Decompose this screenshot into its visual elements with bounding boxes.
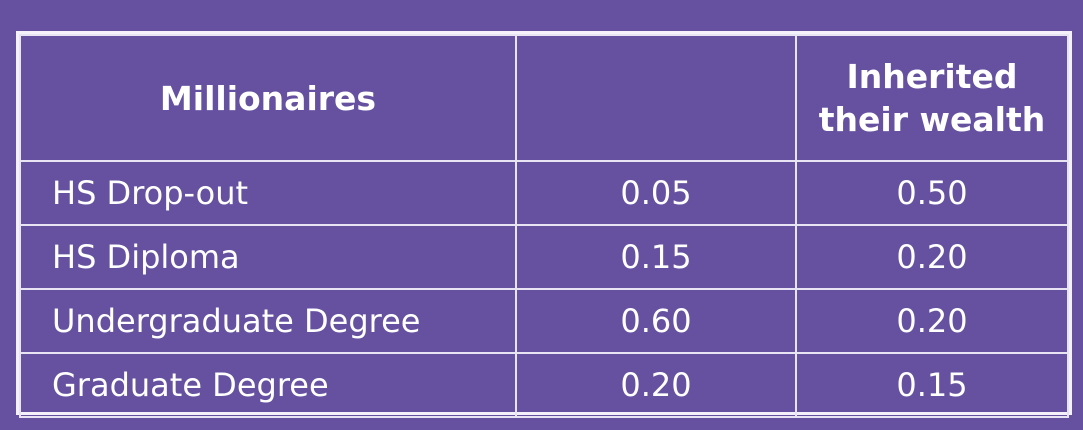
row-label: Undergraduate Degree <box>19 288 517 354</box>
table-row: Undergraduate Degree 0.60 0.20 <box>19 288 1069 354</box>
row-label: Graduate Degree <box>19 352 517 418</box>
table-row: Graduate Degree 0.20 0.15 <box>19 352 1069 418</box>
row-label: HS Drop-out <box>19 160 517 226</box>
row-label: HS Diploma <box>19 224 517 290</box>
row-value-inherited: 0.50 <box>795 160 1069 226</box>
row-value-inherited: 0.15 <box>795 352 1069 418</box>
header-inherited-line-1: Inherited <box>846 57 1018 96</box>
table-row: HS Drop-out 0.05 0.50 <box>19 160 1069 226</box>
row-value-millionaires: 0.20 <box>515 352 797 418</box>
row-value-inherited: 0.20 <box>795 288 1069 354</box>
probability-table-container: Millionaires Inherited their wealth HS D… <box>16 31 1072 418</box>
header-inherited-wealth: Inherited their wealth <box>795 34 1069 162</box>
row-value-millionaires: 0.60 <box>515 288 797 354</box>
table-row: HS Diploma 0.15 0.20 <box>19 224 1069 290</box>
row-value-millionaires: 0.15 <box>515 224 797 290</box>
header-empty <box>515 34 797 162</box>
row-value-millionaires: 0.05 <box>515 160 797 226</box>
table-header-row: Millionaires Inherited their wealth <box>19 34 1069 162</box>
header-millionaires: Millionaires <box>19 34 517 162</box>
probability-table: Millionaires Inherited their wealth HS D… <box>19 34 1069 418</box>
header-inherited-line-2: their wealth <box>818 100 1046 139</box>
row-value-inherited: 0.20 <box>795 224 1069 290</box>
